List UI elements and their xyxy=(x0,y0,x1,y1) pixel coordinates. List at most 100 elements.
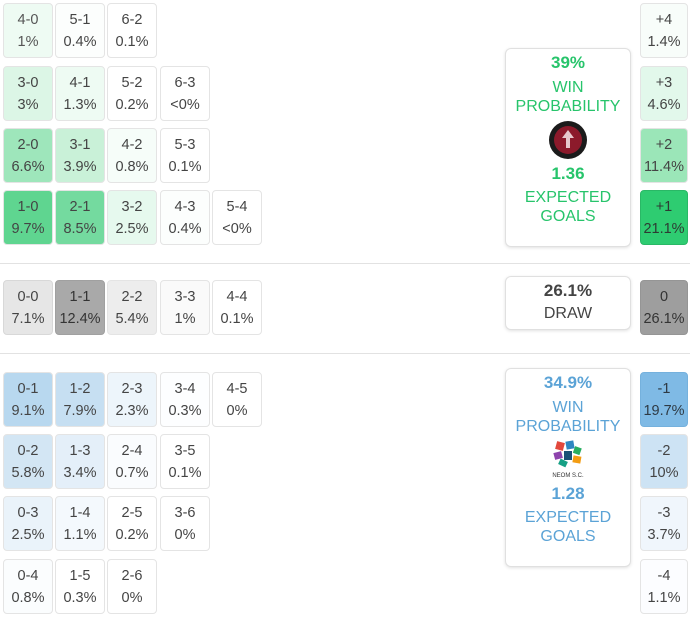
scoreline-cell[interactable]: 6-2 0.1% xyxy=(107,3,157,58)
score-label: 3-4 xyxy=(174,381,196,397)
scoreline-cell[interactable]: 3-0 3% xyxy=(3,66,53,121)
score-probability: 3% xyxy=(17,97,39,113)
margin-cell[interactable]: -4 1.1% xyxy=(640,559,688,614)
margin-cell[interactable]: +1 21.1% xyxy=(640,190,688,245)
score-label: 3-3 xyxy=(174,289,196,305)
scoreline-cell[interactable]: 1-2 7.9% xyxy=(55,372,105,427)
scoreline-cell[interactable]: 2-5 0.2% xyxy=(107,496,157,551)
score-probability: 0.1% xyxy=(115,34,149,50)
scoreline-cell[interactable]: 5-2 0.2% xyxy=(107,66,157,121)
margin-cell[interactable]: 0 26.1% xyxy=(640,280,688,335)
scoreline-cell[interactable]: 3-3 1% xyxy=(160,280,210,335)
margin-cell[interactable]: -3 3.7% xyxy=(640,496,688,551)
score-probability: 0.8% xyxy=(11,590,45,606)
score-probability: 1.1% xyxy=(63,527,97,543)
scoreline-cell[interactable]: 4-0 1% xyxy=(3,3,53,58)
scoreline-cell[interactable]: 0-4 0.8% xyxy=(3,559,53,614)
scoreline-cell[interactable]: 0-2 5.8% xyxy=(3,434,53,489)
al-kholood-crest-icon xyxy=(549,121,587,159)
scoreline-cell[interactable]: 5-1 0.4% xyxy=(55,3,105,58)
score-label: 2-6 xyxy=(121,568,143,584)
score-probability: 5.4% xyxy=(115,311,149,327)
home-win-label-2: PROBABILITY xyxy=(515,98,621,115)
scoreline-cell[interactable]: 1-3 3.4% xyxy=(55,434,105,489)
scoreline-cell[interactable]: 5-3 0.1% xyxy=(160,128,210,183)
scoreline-cell[interactable]: 6-3 <0% xyxy=(160,66,210,121)
margin-cell[interactable]: +4 1.4% xyxy=(640,3,688,58)
score-label: 3-2 xyxy=(121,199,143,215)
scoreline-cell[interactable]: 2-6 0% xyxy=(107,559,157,614)
margin-label: +3 xyxy=(655,75,673,91)
score-label: 0-0 xyxy=(17,289,39,305)
margin-probability: 4.6% xyxy=(647,97,681,113)
score-label: 4-3 xyxy=(174,199,196,215)
away-summary-card: 34.9% WIN PROBABILITY NEOM S.C. 1.28 EXP… xyxy=(505,368,631,567)
score-probability: 2.5% xyxy=(11,527,45,543)
margin-label: +2 xyxy=(655,137,673,153)
score-probability: 1.3% xyxy=(63,97,97,113)
scoreline-cell[interactable]: 1-4 1.1% xyxy=(55,496,105,551)
home-xg-label-1: EXPECTED xyxy=(524,189,612,206)
away-win-probability: 34.9% xyxy=(543,373,593,392)
scoreline-cell[interactable]: 3-5 0.1% xyxy=(160,434,210,489)
scoreline-cell[interactable]: 1-5 0.3% xyxy=(55,559,105,614)
score-probability: 0.1% xyxy=(220,311,254,327)
score-label: 4-5 xyxy=(226,381,248,397)
scoreline-cell[interactable]: 3-4 0.3% xyxy=(160,372,210,427)
scoreline-cell[interactable]: 3-1 3.9% xyxy=(55,128,105,183)
score-probability: 0% xyxy=(226,403,248,419)
scoreline-cell[interactable]: 3-6 0% xyxy=(160,496,210,551)
score-label: 2-5 xyxy=(121,505,143,521)
scoreline-cell[interactable]: 4-4 0.1% xyxy=(212,280,262,335)
score-probability: 1% xyxy=(174,311,196,327)
home-summary-card: 39% WIN PROBABILITY 1.36 EXPECTED GOALS xyxy=(505,48,631,247)
margin-probability: 1.1% xyxy=(647,590,681,606)
score-label: 4-2 xyxy=(121,137,143,153)
away-xg-label-1: EXPECTED xyxy=(524,509,612,526)
scoreline-cell[interactable]: 4-2 0.8% xyxy=(107,128,157,183)
scoreline-cell[interactable]: 4-5 0% xyxy=(212,372,262,427)
home-win-label-1: WIN xyxy=(552,79,584,96)
scoreline-cell[interactable]: 2-2 5.4% xyxy=(107,280,157,335)
scoreline-cell[interactable]: 1-0 9.7% xyxy=(3,190,53,245)
score-probability: 9.7% xyxy=(11,221,45,237)
score-probability: 0.2% xyxy=(115,97,149,113)
score-label: 1-0 xyxy=(17,199,39,215)
score-probability: <0% xyxy=(222,221,252,237)
scoreline-cell[interactable]: 5-4 <0% xyxy=(212,190,262,245)
score-label: 5-3 xyxy=(174,137,196,153)
score-label: 3-6 xyxy=(174,505,196,521)
scoreline-cell[interactable]: 2-3 2.3% xyxy=(107,372,157,427)
scoreline-cell[interactable]: 4-3 0.4% xyxy=(160,190,210,245)
margin-cell[interactable]: -1 19.7% xyxy=(640,372,688,427)
scoreline-cell[interactable]: 4-1 1.3% xyxy=(55,66,105,121)
svg-text:NEOM S.C.: NEOM S.C. xyxy=(552,473,584,479)
scoreline-cell[interactable]: 0-0 7.1% xyxy=(3,280,53,335)
score-label: 0-2 xyxy=(17,443,39,459)
margin-cell[interactable]: +2 11.4% xyxy=(640,128,688,183)
margin-label: +4 xyxy=(655,12,673,28)
margin-cell[interactable]: +3 4.6% xyxy=(640,66,688,121)
score-label: 0-3 xyxy=(17,505,39,521)
scoreline-cell[interactable]: 2-4 0.7% xyxy=(107,434,157,489)
score-probability: 0.3% xyxy=(63,590,97,606)
margin-label: 0 xyxy=(659,289,669,305)
score-probability: 0.1% xyxy=(168,159,202,175)
section-divider xyxy=(0,353,690,354)
scoreline-cell[interactable]: 1-1 12.4% xyxy=(55,280,105,335)
scoreline-cell[interactable]: 0-1 9.1% xyxy=(3,372,53,427)
draw-summary-card: 26.1% DRAW xyxy=(505,276,631,330)
scoreline-cell[interactable]: 3-2 2.5% xyxy=(107,190,157,245)
scoreline-cell[interactable]: 2-0 6.6% xyxy=(3,128,53,183)
draw-probability: 26.1% xyxy=(543,281,593,300)
margin-label: +1 xyxy=(655,199,673,215)
margin-label: -3 xyxy=(657,505,671,521)
scoreline-cell[interactable]: 2-1 8.5% xyxy=(55,190,105,245)
margin-cell[interactable]: -2 10% xyxy=(640,434,688,489)
scoreline-cell[interactable]: 0-3 2.5% xyxy=(3,496,53,551)
score-probability: 6.6% xyxy=(11,159,45,175)
score-label: 0-4 xyxy=(17,568,39,584)
score-label: 2-2 xyxy=(121,289,143,305)
away-xg-label-2: GOALS xyxy=(540,528,596,545)
score-label: 2-1 xyxy=(69,199,91,215)
